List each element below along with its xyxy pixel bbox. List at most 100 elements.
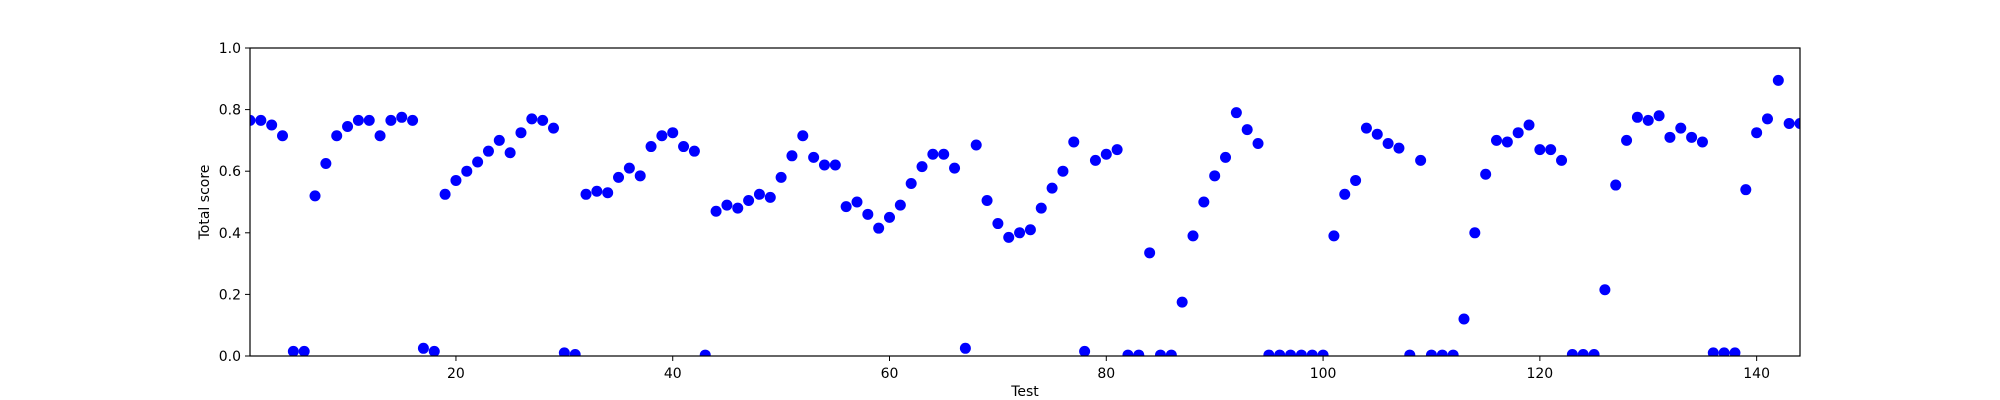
data-point [493,134,505,146]
data-point [569,348,581,356]
data-point [1707,347,1719,356]
data-point [1317,349,1329,356]
data-point [1610,179,1622,191]
data-point [1133,349,1145,356]
data-point [482,145,494,157]
data-point [1480,168,1492,180]
data-point [1371,128,1383,140]
data-point [645,141,657,153]
data-point [1274,349,1286,356]
data-point [428,345,440,356]
data-point [472,156,484,168]
data-point [1263,349,1275,356]
y-tick-label: 0.4 [219,226,241,242]
data-point [721,199,733,211]
data-point [580,188,592,200]
data-point [250,114,256,126]
y-axis-label: Total score [197,165,213,241]
data-point [1252,137,1264,149]
data-point [363,114,375,126]
data-point [1068,136,1080,148]
data-point [1176,296,1188,308]
data-point [342,121,354,133]
data-point [959,342,971,354]
data-point [1350,174,1362,186]
data-point [1046,182,1058,194]
data-point [1556,154,1568,166]
data-point [298,345,310,356]
data-point [916,161,928,173]
y-tick-label: 0.0 [219,349,241,365]
data-point [1501,136,1513,148]
data-point [515,127,527,139]
data-point [970,139,982,151]
data-point [374,130,386,142]
data-point [1079,345,1091,356]
data-point [1100,148,1112,160]
data-point [602,187,614,199]
data-point [699,349,711,356]
data-point [786,150,798,162]
data-point [1328,230,1340,242]
y-tick-label: 0.2 [219,287,241,303]
data-point [504,147,516,159]
data-point [753,188,765,200]
data-point [743,194,755,206]
data-point [667,127,679,139]
data-point [1599,284,1611,296]
data-point [407,114,419,126]
data-point [1144,247,1156,259]
data-point [851,196,863,208]
data-point [894,199,906,211]
data-point [1209,170,1221,182]
data-point [634,170,646,182]
data-point [1783,117,1795,129]
data-point [656,130,668,142]
data-point [992,218,1004,230]
data-point [1165,349,1177,356]
data-point [808,151,820,163]
data-point [331,130,343,142]
data-point [1751,127,1763,139]
data-point [1686,131,1698,143]
data-point [1447,349,1459,356]
data-point [1577,348,1589,356]
data-point [385,114,397,126]
data-points-layer [250,74,1800,356]
data-point [1425,349,1437,356]
data-point [591,185,603,197]
data-point [873,222,885,234]
data-point [1729,347,1741,356]
data-point [1382,137,1394,149]
data-point [1696,136,1708,148]
data-point [905,178,917,190]
data-point [927,148,939,160]
data-point [1415,154,1427,166]
x-tick-label: 80 [1097,366,1115,382]
x-tick-label: 120 [1526,366,1553,382]
data-point [1566,348,1578,356]
data-point [938,148,950,160]
x-tick-label: 60 [881,366,899,382]
data-point [775,171,787,183]
data-point [829,159,841,171]
y-tick-label: 1.0 [219,41,241,57]
data-point [1014,227,1026,239]
data-point [1642,114,1654,126]
data-point [450,174,462,186]
data-point [732,202,744,214]
data-point [277,130,289,142]
data-point [1285,349,1297,356]
data-point [1512,127,1524,139]
data-point [1393,142,1405,154]
data-point [1794,117,1800,129]
data-point [981,194,993,206]
data-point [1198,196,1210,208]
data-point [710,205,722,217]
data-point [537,114,549,126]
data-point [1523,119,1535,131]
data-point [1772,74,1784,86]
data-point [1122,349,1134,356]
